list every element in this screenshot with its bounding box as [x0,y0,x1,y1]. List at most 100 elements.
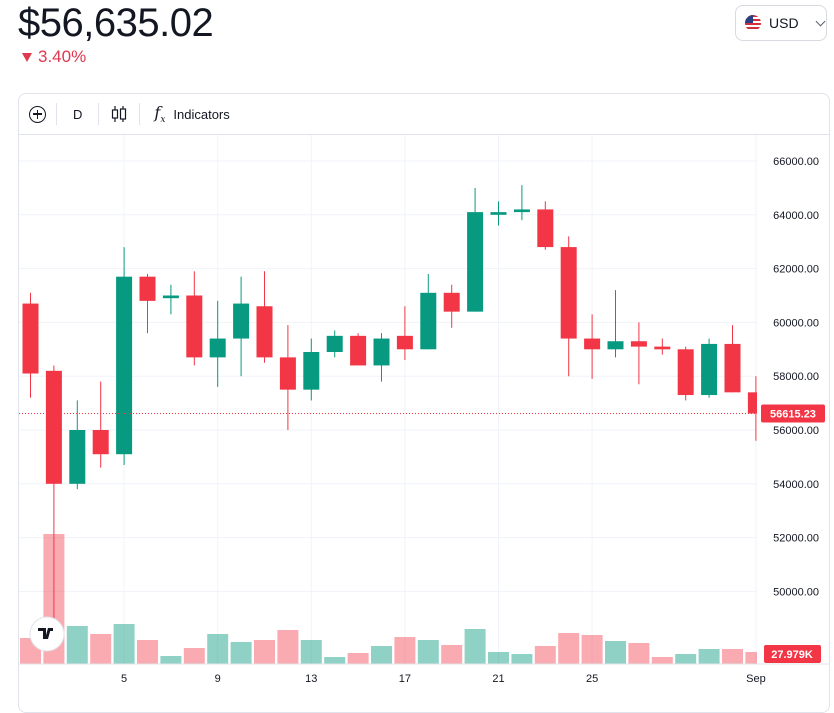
candle-body [630,341,647,347]
y-tick-label: 60000.00 [773,317,819,329]
candle-body [186,295,203,358]
candle-body [116,276,133,455]
candle-body [139,276,156,301]
y-tick-label: 52000.00 [773,533,819,545]
candle-body [607,341,624,350]
volume-bar [160,656,182,664]
last-price-badge [761,404,825,423]
volume-bar [66,626,88,664]
x-tick-label: 17 [399,673,411,685]
volume-bar [441,645,463,664]
candle-body [584,338,601,350]
candle-body [443,292,460,312]
volume-bar [605,641,626,664]
volume-badge [764,645,821,663]
candle-body [654,346,671,350]
candle-body [279,357,296,390]
candle-body [677,349,694,396]
candle-body [350,335,367,366]
candlestick-icon [112,106,127,122]
candle-body [22,303,39,374]
candle-body [537,209,554,248]
volume-bar [581,635,603,664]
volume-bar [722,649,743,664]
candle-body [45,370,62,484]
volume-bar [394,637,416,664]
candle-body [467,212,484,312]
volume-bar [113,624,135,664]
volume-bar [488,652,509,664]
volume-bar [371,646,392,664]
indicators-button[interactable]: fx Indicators [140,94,241,134]
candle-body [209,338,226,358]
volume-bar [511,654,533,664]
volume-bar [300,640,322,664]
x-tick-label: 25 [586,673,598,685]
candle-body [490,212,507,215]
volume-bar [675,654,697,664]
us-flag-icon [745,15,761,31]
volume-bar [698,649,720,664]
interval-label: D [73,106,83,122]
fx-icon: fx [154,102,166,126]
volume-bar [628,643,650,664]
volume-bar [90,634,112,664]
volume-bar [324,657,346,664]
y-tick-label: 58000.00 [773,371,819,383]
candle-body [724,343,741,393]
volume-bar [277,630,299,664]
tradingview-logo-mark [38,628,53,639]
price-change-value: 3.40% [38,47,87,66]
volume-bar [207,634,229,664]
chart-type-button[interactable] [99,94,139,134]
chart-toolbar: D fx Indicators [19,94,829,135]
currency-label: USD [769,15,799,31]
y-tick-label: 54000.00 [773,479,819,491]
down-triangle-icon [22,52,32,62]
volume-bar [137,640,158,664]
volume-bar [183,648,205,664]
volume-bar [534,646,556,664]
price-axis-background [757,134,829,664]
y-tick-label: 62000.00 [773,264,819,276]
candle-body [396,335,413,350]
volume-label: 27.979K [771,649,813,661]
y-tick-label: 64000.00 [773,210,819,222]
x-tick-label: 5 [121,673,127,685]
x-tick-label: Sep [746,673,766,685]
volume-bar [254,640,275,664]
currency-selector[interactable]: USD [735,5,827,41]
indicators-label: Indicators [173,106,230,122]
toolbar-divider [56,103,57,125]
candle-body [326,335,343,352]
add-symbol-button[interactable] [19,94,56,134]
candle-body [69,430,86,484]
x-tick-label: 13 [305,673,317,685]
volume-bar [347,653,369,664]
toolbar-divider [98,103,100,125]
interval-button[interactable]: D [57,94,98,134]
candle-body [420,292,437,350]
x-tick-label: 9 [215,673,221,685]
candle-body [701,343,718,396]
volume-bar [417,640,439,664]
price-change: 3.40% [22,47,86,67]
candle-body [560,247,577,339]
candle-body [233,303,250,339]
x-tick-label: 21 [492,673,504,685]
candle-body [256,306,273,358]
volume-bar [558,633,580,664]
last-price-label: 56615.23 [770,408,816,420]
y-tick-label: 50000.00 [773,586,819,598]
volume-bar [230,642,252,664]
current-price: $56,635.02 [18,1,214,45]
chevron-down-icon [815,16,826,26]
candle-body [303,351,320,390]
chart-canvas[interactable]: 50000.00 52000.00 54000.00 56000.00 58000.00… [19,94,830,713]
chart-panel: 50000.00 52000.00 54000.00 56000.00 58000.00… [18,93,830,713]
candle-body [92,430,109,455]
candle-body [513,209,530,213]
toolbar-divider [139,103,141,125]
y-tick-label: 66000.00 [773,156,819,168]
y-tick-label: 56000.00 [773,425,819,437]
